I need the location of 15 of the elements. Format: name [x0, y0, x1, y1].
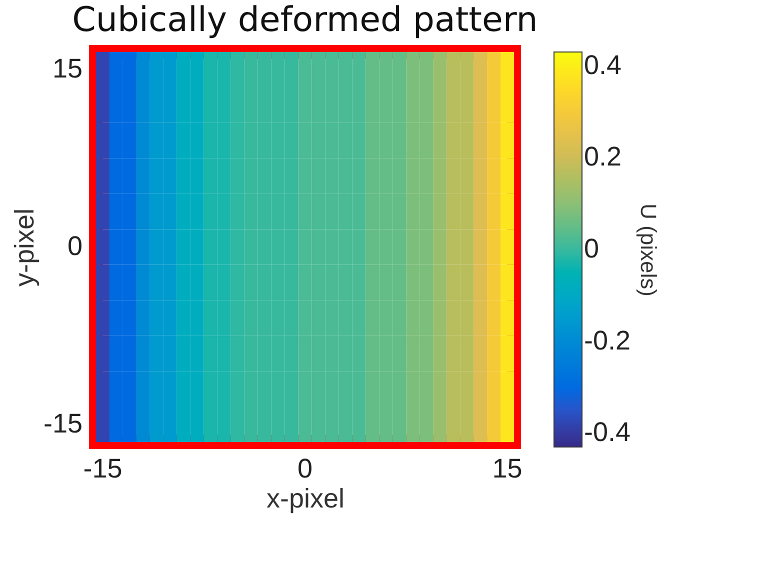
y-tick-label: 0 — [67, 231, 82, 261]
color-bar-title: U (pixels) — [636, 204, 661, 296]
color-bar-label: 0.4 — [584, 50, 622, 80]
x-axis-title: x-pixel — [266, 484, 345, 514]
color-bar-label: 0.2 — [584, 142, 622, 172]
x-tick-label: -15 — [83, 454, 122, 484]
x-tick-label: 15 — [492, 454, 522, 484]
x-tick-label: 0 — [297, 454, 313, 484]
color-bar-label: -0.4 — [584, 417, 631, 448]
y-tick-label: 15 — [52, 54, 82, 84]
color-bar-label: -0.2 — [584, 325, 631, 356]
y-axis-title: y-pixel — [9, 208, 40, 287]
y-tick-label: -15 — [43, 408, 82, 438]
color-bar-label: 0 — [584, 234, 600, 264]
chart-title: Cubically deformed pattern — [72, 0, 538, 40]
